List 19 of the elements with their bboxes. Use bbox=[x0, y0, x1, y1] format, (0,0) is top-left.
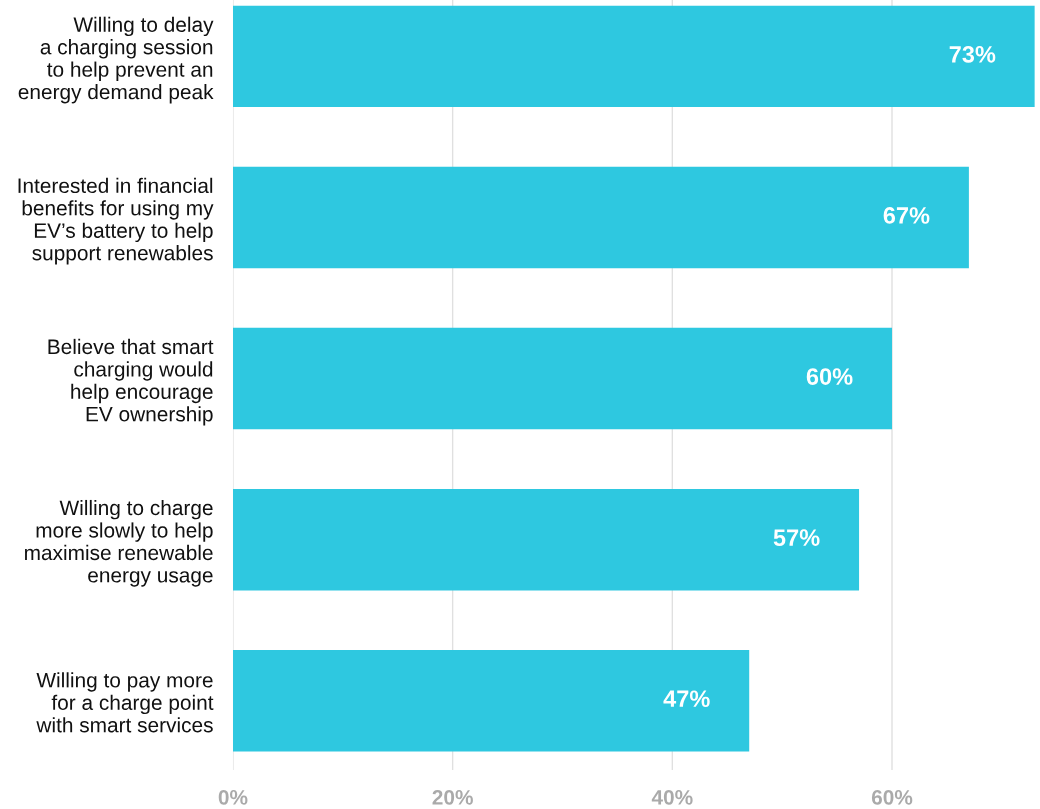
x-tick-label: 40% bbox=[651, 789, 693, 805]
y-tick-label: Willing to delay a charging session to help prevent an energy demand peak bbox=[18, 16, 214, 104]
x-tick-label: 0% bbox=[218, 789, 248, 805]
bar bbox=[232, 5, 1035, 108]
data-label: 57% bbox=[773, 529, 820, 546]
y-tick-label: Believe that smart charging would help encourage EV ownership bbox=[48, 338, 214, 426]
bar bbox=[232, 649, 750, 752]
y-tick-label: Willing to pay more for a charge point with smart services bbox=[36, 672, 214, 733]
data-label: 67% bbox=[883, 207, 930, 224]
bar bbox=[232, 166, 969, 269]
y-tick-label: Willing to charge more slowly to help maximise renewable energy usage bbox=[25, 499, 213, 587]
bar bbox=[232, 488, 860, 591]
data-label: 47% bbox=[663, 690, 710, 708]
data-label: 73% bbox=[949, 46, 996, 63]
data-label: 60% bbox=[806, 368, 853, 385]
bar bbox=[232, 327, 893, 430]
x-tick-label: 20% bbox=[432, 789, 473, 805]
y-tick-label: Interested in financial benefits for using my EV’s battery to help support renewables bbox=[18, 177, 214, 265]
x-tick-label: 60% bbox=[871, 789, 913, 805]
